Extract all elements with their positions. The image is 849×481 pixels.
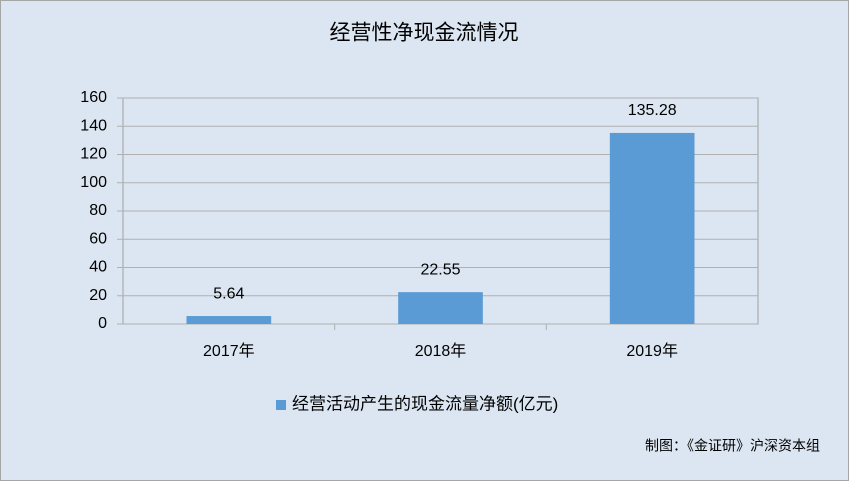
x-tick-label: 2018年 xyxy=(415,342,467,360)
legend-swatch xyxy=(276,400,286,410)
y-tick-label: 140 xyxy=(80,117,107,134)
y-tick-label: 40 xyxy=(89,259,107,276)
source-note: 制图：《金证研》沪深资本组 xyxy=(645,438,820,454)
data-label: 135.28 xyxy=(628,102,677,119)
y-tick-label: 60 xyxy=(89,230,107,247)
x-tick-label: 2017年 xyxy=(203,342,255,360)
y-tick-label: 80 xyxy=(89,202,107,219)
chart-title: 经营性净现金流情况 xyxy=(330,22,519,45)
y-tick-label: 0 xyxy=(98,315,107,332)
x-tick-label: 2019年 xyxy=(626,342,678,360)
y-tick-label: 160 xyxy=(80,89,107,106)
y-tick-label: 100 xyxy=(80,174,107,191)
bar xyxy=(609,132,695,324)
data-label: 5.64 xyxy=(213,285,244,302)
bar xyxy=(186,316,272,324)
data-label: 22.55 xyxy=(420,261,460,278)
y-tick-label: 20 xyxy=(89,287,107,304)
y-tick-label: 120 xyxy=(80,146,107,163)
bar xyxy=(398,292,483,324)
legend-label: 经营活动产生的现金流量净额(亿元) xyxy=(292,394,558,413)
